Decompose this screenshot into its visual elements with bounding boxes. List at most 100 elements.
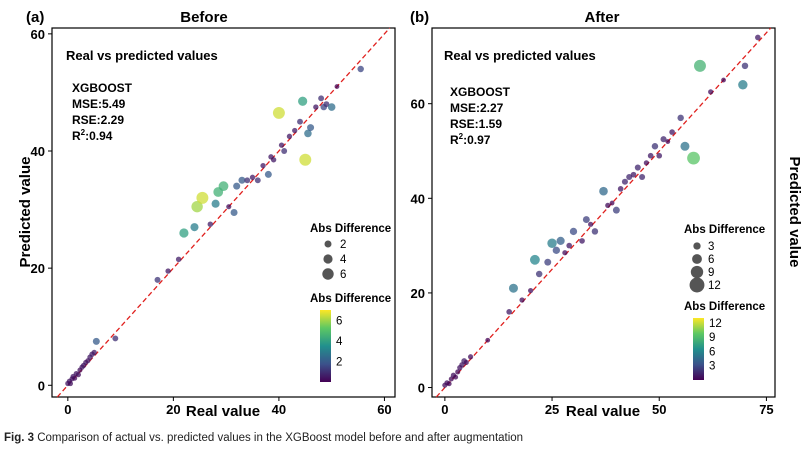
data-point	[254, 177, 261, 184]
data-point	[535, 270, 543, 278]
size-legend-label: 9	[708, 267, 714, 279]
x-axis-label: Real value	[186, 403, 260, 420]
data-point	[634, 164, 641, 171]
data-point	[651, 143, 659, 150]
plot-frame	[51, 27, 396, 398]
data-point	[334, 84, 340, 89]
color-legend-label: 2	[336, 356, 342, 368]
data-point	[357, 65, 364, 73]
data-point	[693, 59, 706, 72]
data-point	[544, 258, 552, 266]
size-legend-dot	[689, 277, 705, 293]
color-legend-label: 6	[336, 315, 342, 327]
data-point	[298, 96, 308, 106]
size-legend-label: 12	[708, 280, 721, 292]
y-tick-label: 20	[31, 261, 45, 276]
data-point	[617, 186, 624, 192]
metric-r2: R2:0.97	[450, 132, 491, 147]
data-point	[299, 153, 312, 166]
size-legend-title: Abs Difference	[684, 224, 765, 236]
data-point	[179, 228, 189, 238]
size-legend-label: 2	[340, 239, 346, 251]
data-point	[448, 376, 454, 382]
color-legend-label: 9	[709, 332, 715, 344]
chart-title: Before	[180, 9, 228, 26]
data-point	[244, 177, 251, 184]
color-bar	[693, 318, 704, 380]
data-point	[175, 256, 182, 263]
color-legend-label: 12	[709, 318, 722, 330]
caption-text: Comparison of actual vs. predicted value…	[37, 432, 524, 444]
panel-label: (a)	[26, 9, 44, 26]
metric-mse: MSE:2.27	[450, 101, 504, 115]
data-point	[304, 129, 312, 138]
data-point	[313, 104, 319, 110]
data-point	[630, 171, 637, 178]
x-tick-label: 40	[272, 402, 286, 417]
data-point	[605, 202, 611, 209]
data-point	[755, 34, 761, 41]
x-tick-label: 0	[64, 402, 71, 417]
y-tick-label: 40	[31, 144, 45, 159]
data-point	[233, 182, 241, 190]
data-point	[446, 381, 452, 387]
x-tick-label: 20	[166, 402, 180, 417]
metric-rse: RSE:1.59	[450, 117, 502, 131]
data-point	[506, 309, 512, 315]
data-point	[190, 223, 199, 232]
size-legend-label: 6	[708, 254, 714, 266]
data-point	[591, 228, 599, 235]
annotation-title: Real vs predicted values	[66, 48, 218, 63]
color-legend-label: 3	[709, 361, 715, 373]
y-tick-label: 40	[411, 191, 425, 206]
metric-rse: RSE:2.29	[72, 113, 124, 127]
data-point	[455, 369, 461, 375]
color-bar	[320, 310, 331, 382]
data-point	[519, 297, 525, 303]
data-point	[626, 173, 633, 181]
size-legend-dot	[692, 254, 702, 264]
data-point	[741, 62, 749, 70]
color-legend-ticks: 6 4 2	[336, 315, 343, 368]
data-point	[318, 95, 325, 102]
y-tick-label: 0	[38, 378, 45, 393]
data-point	[463, 359, 469, 365]
panel-b: (b) After Predicted value Real value 0 25…	[410, 9, 803, 420]
data-point	[485, 337, 491, 343]
y-tick-label: 60	[411, 97, 425, 112]
data-point	[297, 118, 303, 125]
data-point	[547, 238, 557, 248]
data-point	[529, 254, 540, 265]
x-axis-label: Real value	[566, 403, 640, 420]
x-tick-label: 75	[759, 402, 773, 417]
data-point	[272, 106, 285, 119]
x-tick-label: 50	[652, 402, 666, 417]
data-point	[292, 127, 298, 134]
data-point	[582, 216, 590, 224]
data-point	[566, 242, 573, 249]
data-point	[643, 160, 649, 166]
data-point	[609, 200, 615, 206]
y-axis-label: Predicted value	[17, 157, 34, 268]
data-point	[508, 283, 518, 293]
x-tick-label: 0	[441, 402, 448, 417]
metric-mse: MSE:5.49	[72, 97, 126, 111]
data-point	[656, 152, 663, 159]
data-point	[680, 141, 690, 151]
y-tick-label: 60	[31, 27, 45, 42]
data-point	[562, 250, 568, 256]
x-tick-label: 25	[545, 402, 559, 417]
data-point	[599, 186, 608, 196]
data-point	[286, 133, 293, 140]
size-legend-dot	[323, 254, 333, 264]
panel-a: (a) Before Predicted value Real value 0 2…	[17, 9, 396, 420]
plot-frame	[431, 27, 776, 398]
color-legend-title: Abs Difference	[310, 293, 391, 305]
size-legend-dot	[322, 268, 334, 280]
data-point	[556, 236, 565, 245]
data-point	[260, 162, 266, 169]
color-legend-ticks: 12 9 6 3	[709, 318, 722, 373]
data-point	[238, 176, 246, 184]
data-point	[218, 181, 229, 192]
